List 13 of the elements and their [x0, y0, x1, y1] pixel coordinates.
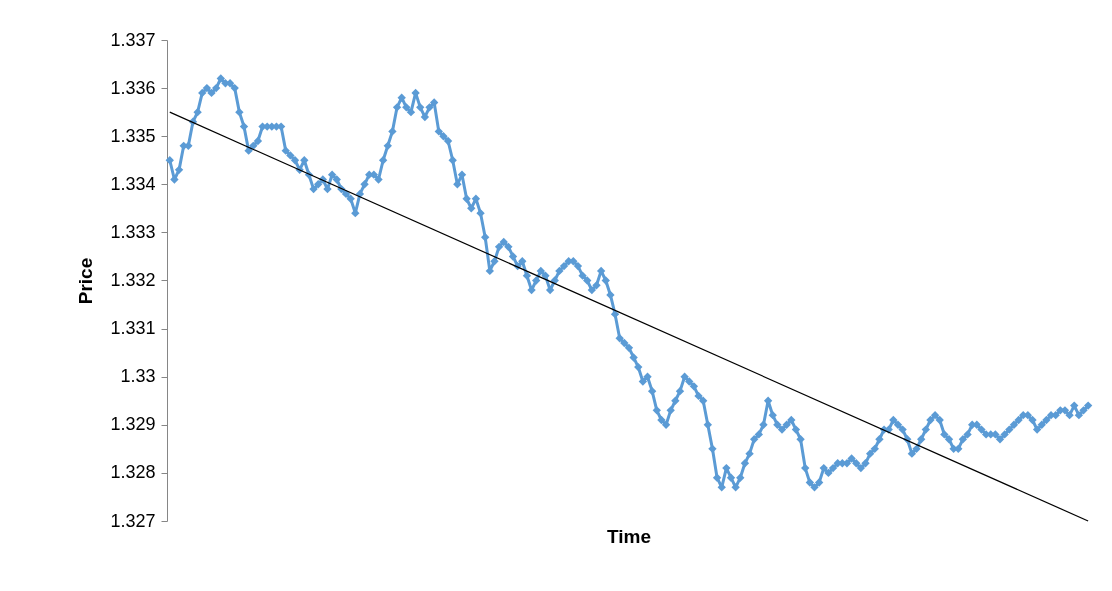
y-tick-label: 1.336 — [110, 77, 156, 98]
y-tick-label: 1.335 — [110, 125, 156, 146]
y-tick-label: 1.334 — [110, 173, 156, 194]
y-tick-label: 1.327 — [110, 510, 156, 531]
y-tick-label: 1.337 — [110, 29, 156, 50]
y-axis-title: Price — [75, 257, 97, 305]
y-tick-label: 1.332 — [110, 270, 156, 290]
y-tick-label: 1.329 — [110, 414, 156, 435]
y-tick-label: 1.328 — [110, 462, 156, 483]
y-tick-label: 1.331 — [110, 318, 156, 339]
x-axis-title: Time — [606, 525, 652, 547]
y-tick-label: 1.333 — [110, 221, 156, 242]
y-tick-label: 1.33 — [120, 366, 156, 387]
